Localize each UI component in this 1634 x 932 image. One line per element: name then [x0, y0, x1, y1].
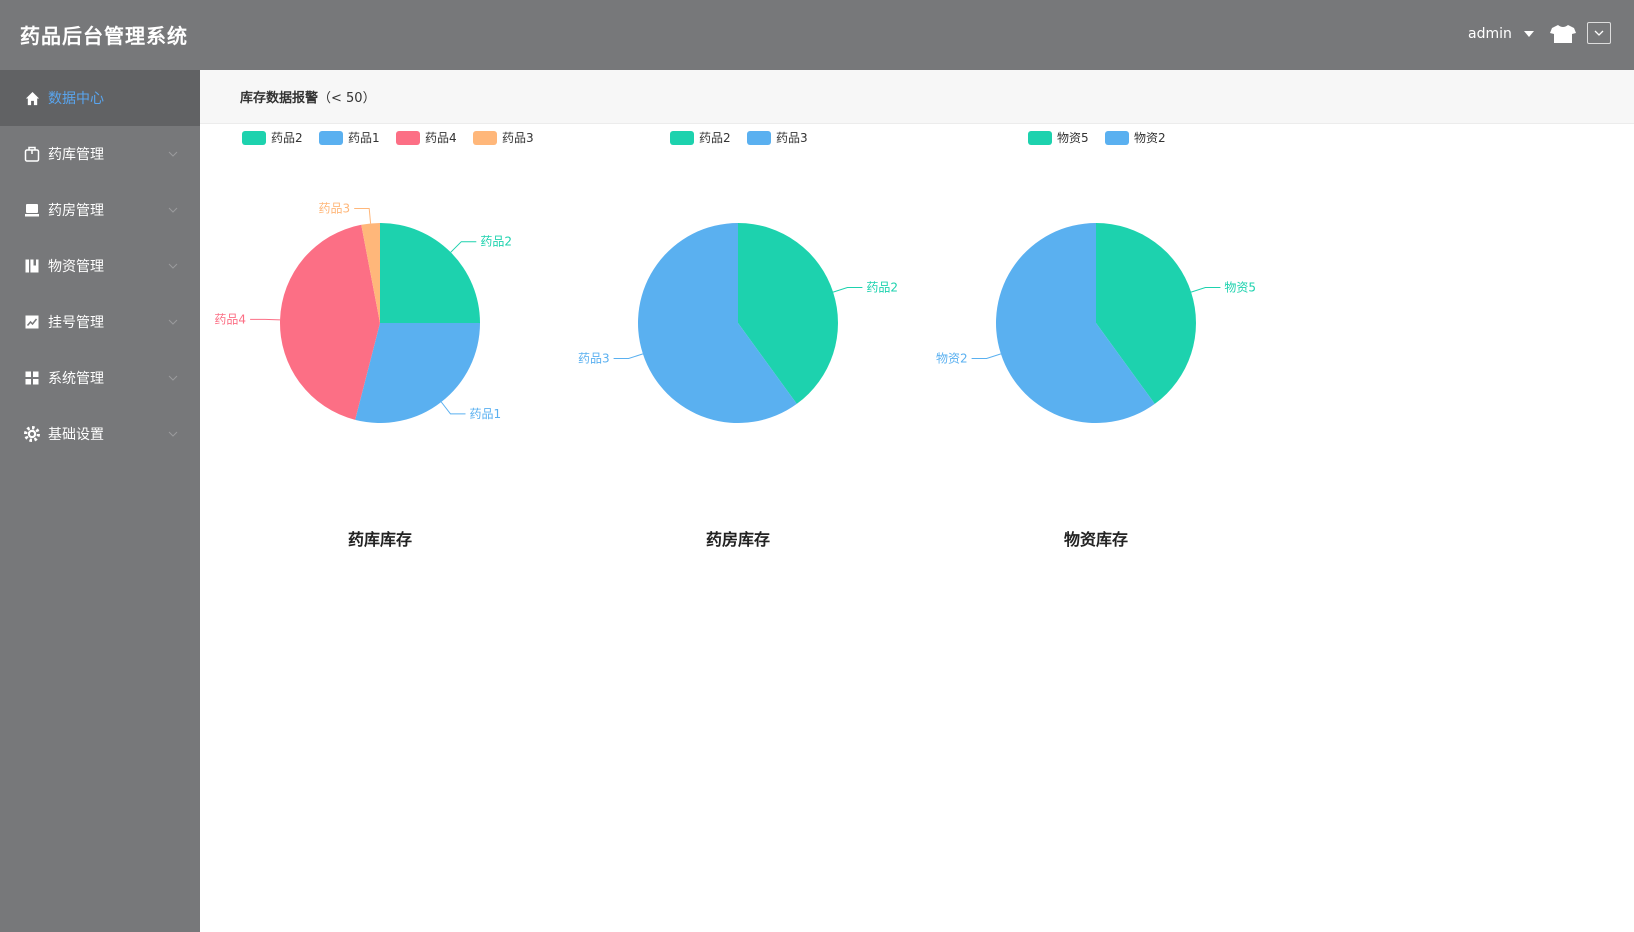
pie-slice[interactable]	[637, 223, 797, 423]
slice-label: 药品1	[469, 407, 501, 421]
book-icon	[24, 258, 40, 274]
sidebar-item-data-center[interactable]: 数据中心	[0, 70, 200, 126]
legend-swatch	[670, 131, 694, 145]
app-title: 药品后台管理系统	[20, 24, 188, 48]
label-leader-line	[450, 241, 477, 253]
caret-down-icon	[1523, 31, 1534, 37]
legend-swatch	[319, 131, 343, 145]
pie-slice[interactable]	[279, 224, 380, 420]
top-header: 药品后台管理系统 admin	[0, 0, 1634, 70]
gear-icon	[24, 426, 40, 442]
sidebar-item-label: 药库管理	[48, 147, 104, 163]
sidebar-item-materials[interactable]: 物资管理	[0, 238, 200, 294]
sidebar-item-label: 物资管理	[48, 259, 104, 275]
legend-item[interactable]: 药品2	[670, 131, 731, 145]
sidebar-item-pharmacy[interactable]: 药房管理	[0, 182, 200, 238]
sidebar-item-label: 系统管理	[48, 371, 104, 387]
legend-swatch	[396, 131, 420, 145]
legend-label: 药品2	[271, 131, 303, 145]
chevron-down-icon	[1594, 30, 1604, 36]
label-leader-line	[250, 318, 281, 321]
label-leader-line	[832, 287, 863, 293]
home-icon	[24, 90, 40, 106]
legend-item[interactable]: 物资5	[1028, 131, 1089, 145]
pie-chart-2: 药品2 药品3 药品2 药品3 药房库存	[578, 131, 898, 549]
legend-label: 药品2	[699, 131, 731, 145]
chevron-down-icon	[168, 319, 178, 325]
slice-label: 物资2	[936, 352, 968, 366]
pie-chart-1: 药品2 药品1 药品4 药品3 药品2 药品1 药品4 药品3 药库库存	[214, 131, 534, 549]
user-menu[interactable]: admin	[1468, 24, 1534, 44]
sidebar-item-settings[interactable]: 基础设置	[0, 406, 200, 462]
slice-label: 药品2	[480, 235, 512, 249]
sidebar-item-label: 数据中心	[48, 91, 104, 107]
chevron-down-icon	[168, 263, 178, 269]
sidebar-item-label: 药房管理	[48, 203, 104, 219]
chevron-down-icon	[168, 431, 178, 437]
legend-label: 药品3	[776, 131, 808, 145]
chevron-down-icon	[168, 151, 178, 157]
label-leader-line	[354, 208, 372, 224]
pie-slice[interactable]	[355, 323, 481, 424]
sidebar-item-system[interactable]: 系统管理	[0, 350, 200, 406]
legend-swatch	[747, 131, 771, 145]
legend-item[interactable]: 药品1	[319, 131, 380, 145]
slice-label: 物资5	[1224, 280, 1256, 294]
username-label: admin	[1468, 26, 1512, 42]
chart-icon	[24, 314, 40, 330]
pie-slice[interactable]	[995, 223, 1155, 423]
legend-label: 药品4	[425, 131, 457, 145]
legend-item[interactable]: 药品3	[747, 131, 808, 145]
chart-title: 药房库存	[706, 530, 770, 549]
slice-label: 药品2	[866, 280, 898, 294]
legend-label: 药品1	[348, 131, 380, 145]
legend-swatch	[473, 131, 497, 145]
pie-slice[interactable]	[380, 223, 480, 323]
slice-label: 药品3	[578, 352, 610, 366]
legend-item[interactable]: 药品3	[473, 131, 534, 145]
box-icon	[24, 146, 40, 162]
chart-title: 药库库存	[348, 530, 412, 549]
main-content: 库存数据报警 （< 50） 药品2 药品1 药品4 药品3 药品2 药品1 药品4 药品3 药库…	[200, 70, 1634, 932]
chevron-down-icon	[168, 375, 178, 381]
legend-item[interactable]: 物资2	[1105, 131, 1166, 145]
legend-swatch	[242, 131, 266, 145]
legend-swatch	[1105, 131, 1129, 145]
label-leader-line	[440, 401, 466, 415]
store-icon	[24, 202, 40, 218]
legend-label: 物资5	[1057, 131, 1089, 145]
pie-slice[interactable]	[361, 223, 380, 323]
legend-item[interactable]: 药品2	[242, 131, 303, 145]
alert-threshold: （< 50）	[318, 91, 376, 106]
inventory-charts: 药品2 药品1 药品4 药品3 药品2 药品1 药品4 药品3 药库库存 药品2 药品3 药品2 药品3…	[214, 131, 1256, 549]
chart-title: 物资库存	[1064, 530, 1128, 549]
legend-item[interactable]: 药品4	[396, 131, 457, 145]
theme-shirt-icon[interactable]	[1550, 24, 1576, 44]
label-leader-line	[971, 353, 1002, 359]
sidebar-item-registration[interactable]: 挂号管理	[0, 294, 200, 350]
pie-chart-3: 物资5 物资2 物资5 物资2 物资库存	[936, 131, 1256, 549]
label-leader-line	[613, 353, 644, 359]
slice-label: 药品4	[214, 312, 246, 326]
sidebar-item-label: 挂号管理	[48, 315, 104, 331]
grid-icon	[24, 370, 40, 386]
alert-heading-bar: 库存数据报警 （< 50）	[200, 70, 1634, 124]
label-leader-line	[1190, 287, 1221, 293]
header-dropdown-button[interactable]	[1587, 22, 1611, 44]
sidebar-item-label: 基础设置	[48, 427, 104, 443]
pie-slice[interactable]	[1096, 223, 1196, 404]
sidebar-item-pharmacy-warehouse[interactable]: 药库管理	[0, 126, 200, 182]
pie-slice[interactable]	[738, 223, 838, 404]
legend-swatch	[1028, 131, 1052, 145]
sidebar: 数据中心 药库管理 药房管理 物资管理 挂号管理 系统管理	[0, 70, 200, 932]
alert-heading: 库存数据报警	[240, 91, 319, 106]
legend-label: 物资2	[1134, 131, 1166, 145]
legend-label: 药品3	[502, 131, 534, 145]
chevron-down-icon	[168, 207, 178, 213]
slice-label: 药品3	[319, 202, 351, 216]
